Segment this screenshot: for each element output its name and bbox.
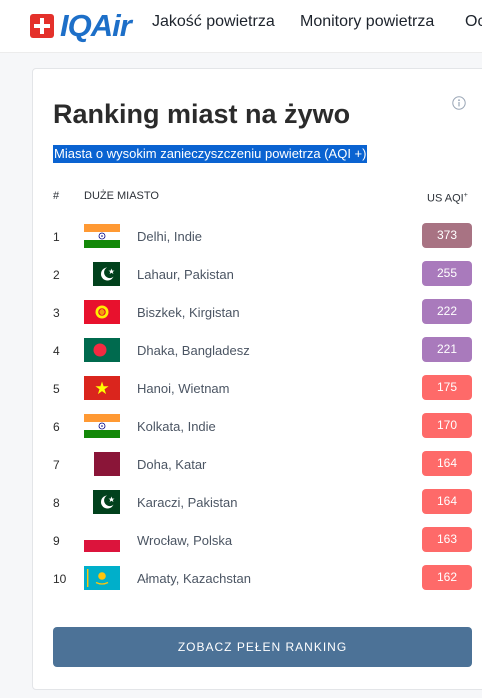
nav-link-truncated[interactable]: Oc [465,13,482,30]
city-row[interactable]: 8 Karaczi, Pakistan 164 [33,485,482,523]
row-rank: 4 [53,344,60,358]
city-row[interactable]: 1 Delhi, Indie 373 [33,219,482,257]
nav-link-air-quality[interactable]: Jakość powietrza [152,13,275,30]
aqi-badge: 373 [422,223,472,248]
city-row[interactable]: 2 Lahaur, Pakistan 255 [33,257,482,295]
swiss-cross-icon [30,14,54,38]
india-flag-icon [84,224,120,248]
city-row[interactable]: 5 Hanoi, Wietnam 175 [33,371,482,409]
column-header-city: DUŻE MIASTO [84,190,159,202]
aqi-badge: 221 [422,337,472,362]
kazakhstan-flag-icon [84,566,120,590]
ranking-title: Ranking miast na żywo [53,99,351,129]
city-row[interactable]: 3 Biszkek, Kirgistan 222 [33,295,482,333]
city-name-link[interactable]: Dhaka, Bangladesz [137,343,250,358]
column-header-rank: # [53,190,60,202]
nav-link-air-monitors[interactable]: Monitory powietrza [300,13,435,30]
aqi-badge: 164 [422,451,472,476]
city-row[interactable]: 9 Wrocław, Polska 163 [33,523,482,561]
city-name-link[interactable]: Karaczi, Pakistan [137,495,238,510]
kyrgyzstan-flag-icon [84,300,120,324]
aqi-badge: 170 [422,413,472,438]
row-rank: 9 [53,534,60,548]
iqair-logo[interactable]: IQAir [30,8,132,43]
see-full-ranking-button[interactable]: ZOBACZ PEŁEN RANKING [53,627,472,667]
city-name-link[interactable]: Ałmaty, Kazachstan [137,571,251,586]
top-navigation-bar: IQAir Jakość powietrza Monitory powietrz… [0,0,482,53]
column-header-aqi[interactable]: US AQI+ [427,189,468,206]
row-rank: 8 [53,496,60,510]
row-rank: 5 [53,382,60,396]
row-rank: 2 [53,268,60,282]
city-ranking-card: Ranking miast na żywo Miasta o wysokim z… [32,68,482,690]
pakistan-flag-icon [84,262,120,286]
row-rank: 10 [53,572,67,586]
pakistan-flag-icon [84,490,120,514]
india-flag-icon [84,414,120,438]
city-name-link[interactable]: Hanoi, Wietnam [137,381,230,396]
city-name-link[interactable]: Wrocław, Polska [137,533,233,548]
info-icon[interactable] [452,96,466,110]
city-name-link[interactable]: Lahaur, Pakistan [137,267,234,282]
qatar-flag-icon [84,452,120,476]
logo-text: IQAir [60,8,132,43]
city-row[interactable]: 7 Doha, Katar 164 [33,447,482,485]
poland-flag-icon [84,528,120,552]
row-rank: 7 [53,458,60,472]
city-row[interactable]: 10 Ałmaty, Kazachstan 162 [33,561,482,599]
column-header-aqi-sup: + [463,192,468,199]
aqi-badge: 175 [422,375,472,400]
ranking-subtitle: Miasta o wysokim zanieczyszczeniu powiet… [53,145,368,163]
city-name-link[interactable]: Biszkek, Kirgistan [137,305,240,320]
aqi-badge: 164 [422,489,472,514]
city-name-link[interactable]: Delhi, Indie [137,229,203,244]
row-rank: 3 [53,306,60,320]
city-row[interactable]: 4 Dhaka, Bangladesz 221 [33,333,482,371]
city-name-link[interactable]: Kolkata, Indie [137,419,216,434]
ranking-list: 1 Delhi, Indie 373 2 Lahaur, Pakistan 255 3 Bis… [33,219,482,599]
row-rank: 6 [53,420,60,434]
vietnam-flag-icon [84,376,120,400]
aqi-badge: 255 [422,261,472,286]
bangladesh-flag-icon [84,338,120,362]
column-header-aqi-label: US AQI [427,192,464,205]
city-row[interactable]: 6 Kolkata, Indie 170 [33,409,482,447]
aqi-badge: 163 [422,527,472,552]
aqi-badge: 222 [422,299,472,324]
aqi-badge: 162 [422,565,472,590]
city-name-link[interactable]: Doha, Katar [137,457,207,472]
row-rank: 1 [53,230,60,244]
